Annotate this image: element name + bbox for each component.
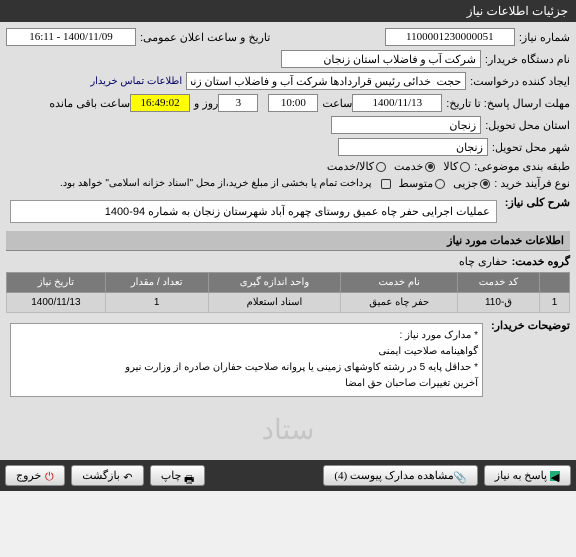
print-icon: 🖶: [184, 471, 194, 481]
services-table: کد خدمت نام خدمت واحد اندازه گیری تعداد …: [6, 272, 570, 313]
countdown: [130, 94, 190, 112]
opt-goods-group[interactable]: کالا: [443, 160, 470, 173]
btn-label: خروج: [16, 469, 41, 482]
days-input: [218, 94, 258, 112]
services-header: اطلاعات خدمات مورد نیاز: [6, 231, 570, 251]
th-empty: [540, 273, 570, 293]
attachments-button[interactable]: 📎 مشاهده مدارک پیوست (4): [323, 465, 477, 486]
table-row[interactable]: 1 ق-110 حفر چاه عمیق اسناد استعلام 1 140…: [7, 293, 570, 313]
explain-label: توضیحات خریدار:: [491, 319, 570, 332]
time-label: ساعت: [322, 97, 352, 110]
th-code: کد خدمت: [458, 273, 540, 293]
buyer-org-label: نام دستگاه خریدار:: [485, 53, 570, 66]
radio-icon: [480, 179, 490, 189]
proc-note: پرداخت تمام یا بخشی از مبلغ خرید،از محل …: [60, 178, 372, 189]
opt-both: کالا/خدمت: [327, 160, 374, 173]
creator-input[interactable]: [186, 72, 466, 90]
opt-medium: متوسط: [399, 177, 434, 190]
buyer-contact-link[interactable]: اطلاعات تماس خریدار: [90, 76, 182, 87]
opt-minor: جزیی: [453, 177, 478, 190]
watermark: ستاد: [6, 405, 570, 454]
radio-icon: [376, 162, 386, 172]
window-header: جزئیات اطلاعات نیاز: [0, 0, 576, 22]
explain-line: * مدارک مورد نیاز :: [15, 328, 478, 344]
days-and-label: روز و: [194, 97, 218, 110]
need-no-input[interactable]: [385, 28, 515, 46]
reply-icon: ◀: [550, 471, 560, 481]
cell-date: 1400/11/13: [7, 293, 106, 313]
opt-service: خدمت: [394, 160, 423, 173]
btn-label: پاسخ به نیاز: [495, 469, 547, 482]
btn-label: مشاهده مدارک پیوست (4): [334, 469, 453, 482]
watermark-text: ستاد: [262, 414, 315, 445]
city-input[interactable]: [338, 138, 488, 156]
buyer-org-input[interactable]: [281, 50, 481, 68]
explain-box: * مدارک مورد نیاز : گواهینامه صلاحیت ایم…: [10, 323, 483, 397]
summary-box: عملیات اجرایی حفر چاه عمیق روستای چهره آ…: [10, 200, 497, 223]
footer-bar: ◀ پاسخ به نیاز 📎 مشاهده مدارک پیوست (4) …: [0, 460, 576, 491]
th-date: تاریخ نیاز: [7, 273, 106, 293]
deadline-time[interactable]: [268, 94, 318, 112]
explain-line: آخرین تغییرات صاحبان حق امضا: [15, 376, 478, 392]
radio-icon: [425, 162, 435, 172]
province-input[interactable]: [331, 116, 481, 134]
th-qty: تعداد / مقدار: [105, 273, 208, 293]
explain-line: * حداقل پایه 5 در رشته کاوشهای زمینی یا …: [15, 360, 478, 376]
checkbox-icon[interactable]: [381, 179, 391, 189]
deadline-date[interactable]: [352, 94, 442, 112]
exit-button[interactable]: ⏻ خروج: [5, 465, 65, 486]
creator-label: ایجاد کننده درخواست:: [470, 75, 570, 88]
back-icon: ↶: [123, 471, 133, 481]
cell-unit: اسناد استعلام: [208, 293, 341, 313]
attachment-icon: 📎: [457, 471, 467, 481]
service-group-label: گروه خدمت:: [512, 255, 570, 268]
btn-label: چاپ: [161, 469, 182, 482]
print-button[interactable]: 🖶 چاپ: [150, 465, 206, 486]
reply-button[interactable]: ◀ پاسخ به نیاز: [484, 465, 571, 486]
cell-qty: 1: [105, 293, 208, 313]
remaining-label: ساعت باقی مانده: [49, 97, 130, 110]
cell-name: حفر چاه عمیق: [341, 293, 458, 313]
class-label: طبقه بندی موضوعی:: [474, 160, 570, 173]
city-label: شهر محل تحویل:: [492, 141, 570, 154]
radio-icon: [435, 179, 445, 189]
th-unit: واحد اندازه گیری: [208, 273, 341, 293]
opt-medium-group[interactable]: متوسط: [399, 177, 446, 190]
opt-service-group[interactable]: خدمت: [394, 160, 435, 173]
need-no-label: شماره نیاز:: [519, 31, 570, 44]
cell-code: ق-110: [458, 293, 540, 313]
province-label: استان محل تحویل:: [485, 119, 570, 132]
announce-input[interactable]: [6, 28, 136, 46]
opt-both-group[interactable]: کالا/خدمت: [327, 160, 386, 173]
service-group-value: حفاری چاه: [459, 255, 508, 268]
btn-label: بازگشت: [82, 469, 120, 482]
explain-line: گواهینامه صلاحیت ایمنی: [15, 344, 478, 360]
summary-label: شرح کلی نیاز:: [505, 196, 570, 209]
back-button[interactable]: ↶ بازگشت: [71, 465, 144, 486]
proc-label: نوع فرآیند خرید :: [494, 177, 570, 190]
exit-icon: ⏻: [44, 471, 54, 481]
deadline-label: مهلت ارسال پاسخ: تا تاریخ:: [446, 97, 570, 110]
radio-icon: [460, 162, 470, 172]
window-title: جزئیات اطلاعات نیاز: [467, 4, 568, 18]
announce-label: تاریخ و ساعت اعلان عمومی:: [140, 31, 270, 44]
th-name: نام خدمت: [341, 273, 458, 293]
cell-no: 1: [540, 293, 570, 313]
main-content: شماره نیاز: تاریخ و ساعت اعلان عمومی: نا…: [0, 22, 576, 460]
opt-minor-group[interactable]: جزیی: [453, 177, 490, 190]
opt-goods: کالا: [443, 160, 458, 173]
